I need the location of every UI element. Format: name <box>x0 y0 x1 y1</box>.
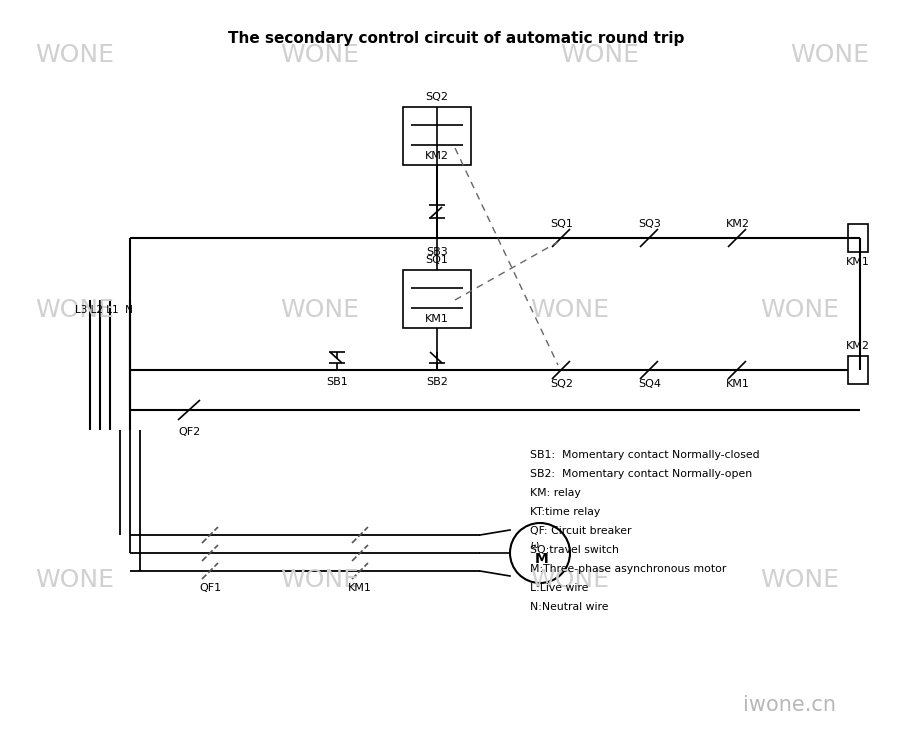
Text: N:Neutral wire: N:Neutral wire <box>529 602 608 612</box>
Text: SB3: SB3 <box>425 247 447 257</box>
Text: The secondary control circuit of automatic round trip: The secondary control circuit of automat… <box>228 31 683 46</box>
Text: KM2: KM2 <box>725 219 749 229</box>
Text: WONE: WONE <box>529 298 609 322</box>
Text: QF: Circuit breaker: QF: Circuit breaker <box>529 526 630 536</box>
Text: iwone.cn: iwone.cn <box>742 695 835 715</box>
Bar <box>847 356 867 384</box>
Text: SQ2: SQ2 <box>550 379 573 389</box>
Text: KM1: KM1 <box>725 379 749 389</box>
Text: KM1: KM1 <box>348 583 372 593</box>
Text: WONE: WONE <box>280 568 359 592</box>
Text: KT:time relay: KT:time relay <box>529 507 599 517</box>
Text: SQ1: SQ1 <box>425 255 448 265</box>
Text: KM1: KM1 <box>425 314 448 324</box>
Text: SQ4: SQ4 <box>638 379 660 389</box>
Text: M:Three-phase asynchronous motor: M:Three-phase asynchronous motor <box>529 564 725 574</box>
Text: SB2:  Momentary contact Normally-open: SB2: Momentary contact Normally-open <box>529 469 752 479</box>
Text: WONE: WONE <box>559 43 639 67</box>
Text: KM: relay: KM: relay <box>529 488 580 498</box>
Text: WONE: WONE <box>35 298 114 322</box>
Text: L3 L2 L1  N: L3 L2 L1 N <box>75 305 133 315</box>
Text: WONE: WONE <box>759 568 838 592</box>
Text: SQ1: SQ1 <box>550 219 573 229</box>
Text: SB1:  Momentary contact Normally-closed: SB1: Momentary contact Normally-closed <box>529 450 759 460</box>
Text: WONE: WONE <box>280 43 359 67</box>
Text: WONE: WONE <box>789 43 868 67</box>
Text: M: M <box>535 552 548 566</box>
Text: QF2: QF2 <box>179 427 201 437</box>
Text: ω: ω <box>529 540 537 550</box>
Bar <box>847 224 867 252</box>
Text: WONE: WONE <box>280 298 359 322</box>
Text: L:Live wire: L:Live wire <box>529 583 588 593</box>
Text: SB1: SB1 <box>326 377 347 387</box>
Text: SQ2: SQ2 <box>425 92 448 102</box>
Bar <box>403 270 470 328</box>
Text: KM2: KM2 <box>425 151 448 161</box>
Text: SQ:travel switch: SQ:travel switch <box>529 545 619 555</box>
Text: WONE: WONE <box>529 568 609 592</box>
Bar <box>403 107 470 165</box>
Text: WONE: WONE <box>759 298 838 322</box>
Text: KM1: KM1 <box>845 257 869 267</box>
Text: KM2: KM2 <box>845 341 869 351</box>
Text: QF1: QF1 <box>199 583 220 593</box>
Text: WONE: WONE <box>35 43 114 67</box>
Text: SQ3: SQ3 <box>638 219 660 229</box>
Text: WONE: WONE <box>35 568 114 592</box>
Text: SB2: SB2 <box>425 377 447 387</box>
